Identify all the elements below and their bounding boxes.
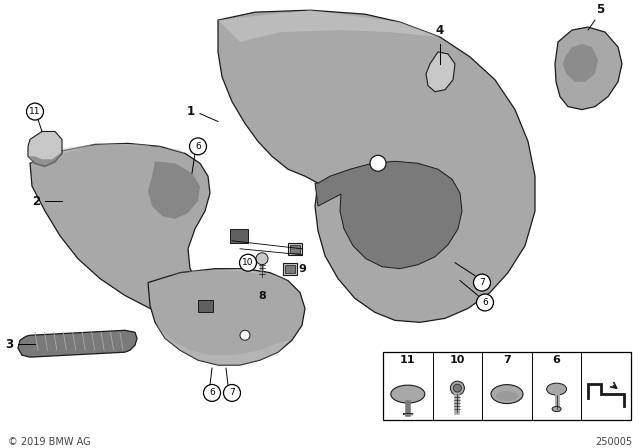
Polygon shape bbox=[218, 10, 440, 42]
Circle shape bbox=[370, 155, 386, 171]
FancyBboxPatch shape bbox=[288, 243, 302, 255]
Circle shape bbox=[223, 384, 241, 401]
Polygon shape bbox=[28, 153, 62, 167]
Text: 8: 8 bbox=[258, 291, 266, 301]
Circle shape bbox=[189, 138, 207, 155]
Text: 5: 5 bbox=[596, 3, 604, 16]
Text: 11: 11 bbox=[400, 355, 415, 365]
Text: 9: 9 bbox=[298, 264, 306, 274]
Text: 1: 1 bbox=[187, 105, 195, 118]
Text: 250005: 250005 bbox=[595, 437, 632, 447]
FancyBboxPatch shape bbox=[383, 352, 631, 420]
Polygon shape bbox=[218, 10, 535, 323]
Polygon shape bbox=[315, 161, 462, 269]
Text: 6: 6 bbox=[209, 388, 215, 397]
Polygon shape bbox=[30, 143, 185, 163]
FancyBboxPatch shape bbox=[230, 229, 248, 243]
Ellipse shape bbox=[496, 391, 518, 401]
Polygon shape bbox=[426, 52, 455, 92]
Polygon shape bbox=[155, 323, 290, 365]
FancyBboxPatch shape bbox=[290, 245, 300, 253]
Polygon shape bbox=[18, 330, 137, 357]
Circle shape bbox=[256, 253, 268, 265]
FancyBboxPatch shape bbox=[285, 265, 295, 273]
Ellipse shape bbox=[491, 385, 523, 404]
Text: 2: 2 bbox=[32, 194, 40, 207]
Text: 6: 6 bbox=[553, 355, 561, 365]
Ellipse shape bbox=[547, 383, 566, 395]
Text: 7: 7 bbox=[503, 355, 511, 365]
Circle shape bbox=[453, 384, 461, 392]
Circle shape bbox=[204, 384, 221, 401]
Text: 7: 7 bbox=[479, 278, 485, 287]
Polygon shape bbox=[28, 131, 62, 166]
Polygon shape bbox=[563, 44, 598, 82]
Polygon shape bbox=[30, 143, 220, 323]
Text: 10: 10 bbox=[450, 355, 465, 365]
Circle shape bbox=[451, 381, 465, 395]
Polygon shape bbox=[148, 161, 200, 219]
Circle shape bbox=[26, 103, 44, 120]
Text: 6: 6 bbox=[195, 142, 201, 151]
Ellipse shape bbox=[391, 385, 425, 403]
Polygon shape bbox=[148, 269, 305, 365]
FancyBboxPatch shape bbox=[283, 263, 297, 275]
FancyBboxPatch shape bbox=[198, 301, 213, 312]
Text: 4: 4 bbox=[436, 24, 444, 37]
Circle shape bbox=[239, 254, 257, 271]
Polygon shape bbox=[165, 269, 288, 280]
Circle shape bbox=[477, 294, 493, 311]
Circle shape bbox=[474, 274, 490, 291]
Text: 10: 10 bbox=[243, 258, 253, 267]
Ellipse shape bbox=[552, 406, 561, 412]
Text: 3: 3 bbox=[5, 338, 13, 351]
Text: 11: 11 bbox=[29, 107, 41, 116]
Circle shape bbox=[240, 330, 250, 340]
Text: 6: 6 bbox=[482, 298, 488, 307]
Text: 7: 7 bbox=[229, 388, 235, 397]
Polygon shape bbox=[555, 27, 622, 110]
Text: © 2019 BMW AG: © 2019 BMW AG bbox=[8, 437, 91, 447]
